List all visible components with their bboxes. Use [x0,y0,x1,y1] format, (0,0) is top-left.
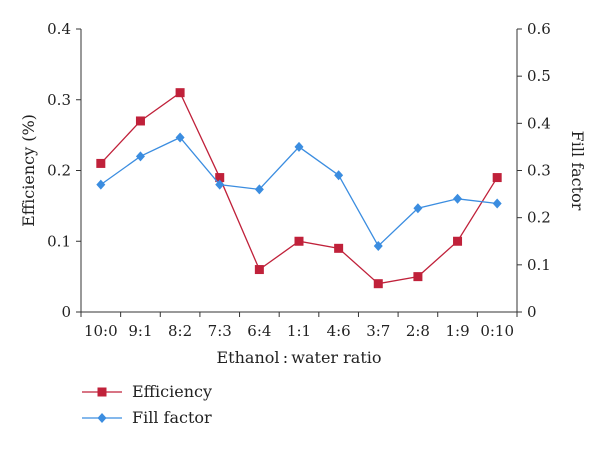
data-point-fill-factor [96,179,106,190]
legend: Efficiency Fill factor [82,382,212,427]
data-point-efficiency [453,236,463,246]
legend-label-fill-factor: Fill factor [132,408,212,427]
y-axis-right-title: Fill factor [568,131,587,211]
legend-marker-efficiency [97,387,107,397]
x-tick-label: 1:9 [445,322,469,340]
x-tick-label: 8:2 [168,322,192,340]
data-point-efficiency [373,279,383,289]
data-point-fill-factor [294,141,304,152]
data-point-efficiency [334,243,344,253]
data-point-efficiency [254,265,264,275]
y-right-tick-label: 0.4 [527,114,551,132]
data-point-fill-factor [334,170,344,181]
data-point-fill-factor [453,193,463,204]
y-left-tick-label: 0.3 [47,91,71,109]
data-point-fill-factor [175,132,185,143]
plot-area: 0 0.1 0.2 0.3 0.4 0 0.1 0.2 0.3 0.4 0.5 0.6 10:0 9:1 8… [47,20,551,340]
data-point-efficiency [135,116,145,126]
y-right-tick-label: 0.6 [527,20,551,38]
x-tick-label: 2:8 [406,322,430,340]
y-left-tick-label: 0 [61,303,71,321]
data-point-efficiency [413,272,423,282]
x-tick-label: 10:0 [84,322,118,340]
data-point-efficiency [215,173,225,183]
data-point-efficiency [96,158,106,168]
legend-label-efficiency: Efficiency [132,382,212,401]
x-tick-label: 6:4 [247,322,271,340]
legend-marker-fill-factor [97,413,107,423]
y-left-tick-label: 0.1 [47,232,71,250]
data-point-fill-factor [373,240,383,251]
data-point-fill-factor [413,203,423,214]
y-axis-left-title: Efficiency (%) [19,114,38,227]
data-point-efficiency [175,88,185,98]
x-tick-label: 1:1 [287,322,311,340]
x-tick-label: 0:10 [480,322,514,340]
y-right-tick-label: 0.1 [527,256,551,274]
x-tick-label: 3:7 [366,322,390,340]
series-line-efficiency [100,91,498,285]
data-point-fill-factor [215,179,225,190]
series-line-fill-factor [100,136,498,248]
y-right-tick-label: 0.2 [527,209,551,227]
y-right-tick-label: 0.3 [527,162,551,180]
x-tick-label: 4:6 [327,322,351,340]
data-point-fill-factor [135,151,145,162]
data-point-efficiency [294,236,304,246]
data-point-fill-factor [492,198,502,209]
data-point-fill-factor [254,184,264,195]
x-tick-label: 9:1 [128,322,152,340]
y-left-tick-label: 0.4 [47,20,71,38]
x-tick-label: 7:3 [208,322,232,340]
data-point-efficiency [492,173,502,183]
y-right-tick-label: 0.5 [527,67,551,85]
y-right-tick-label: 0 [527,303,537,321]
x-axis-title: Ethanol : water ratio [216,348,381,367]
y-left-tick-label: 0.2 [47,162,71,180]
